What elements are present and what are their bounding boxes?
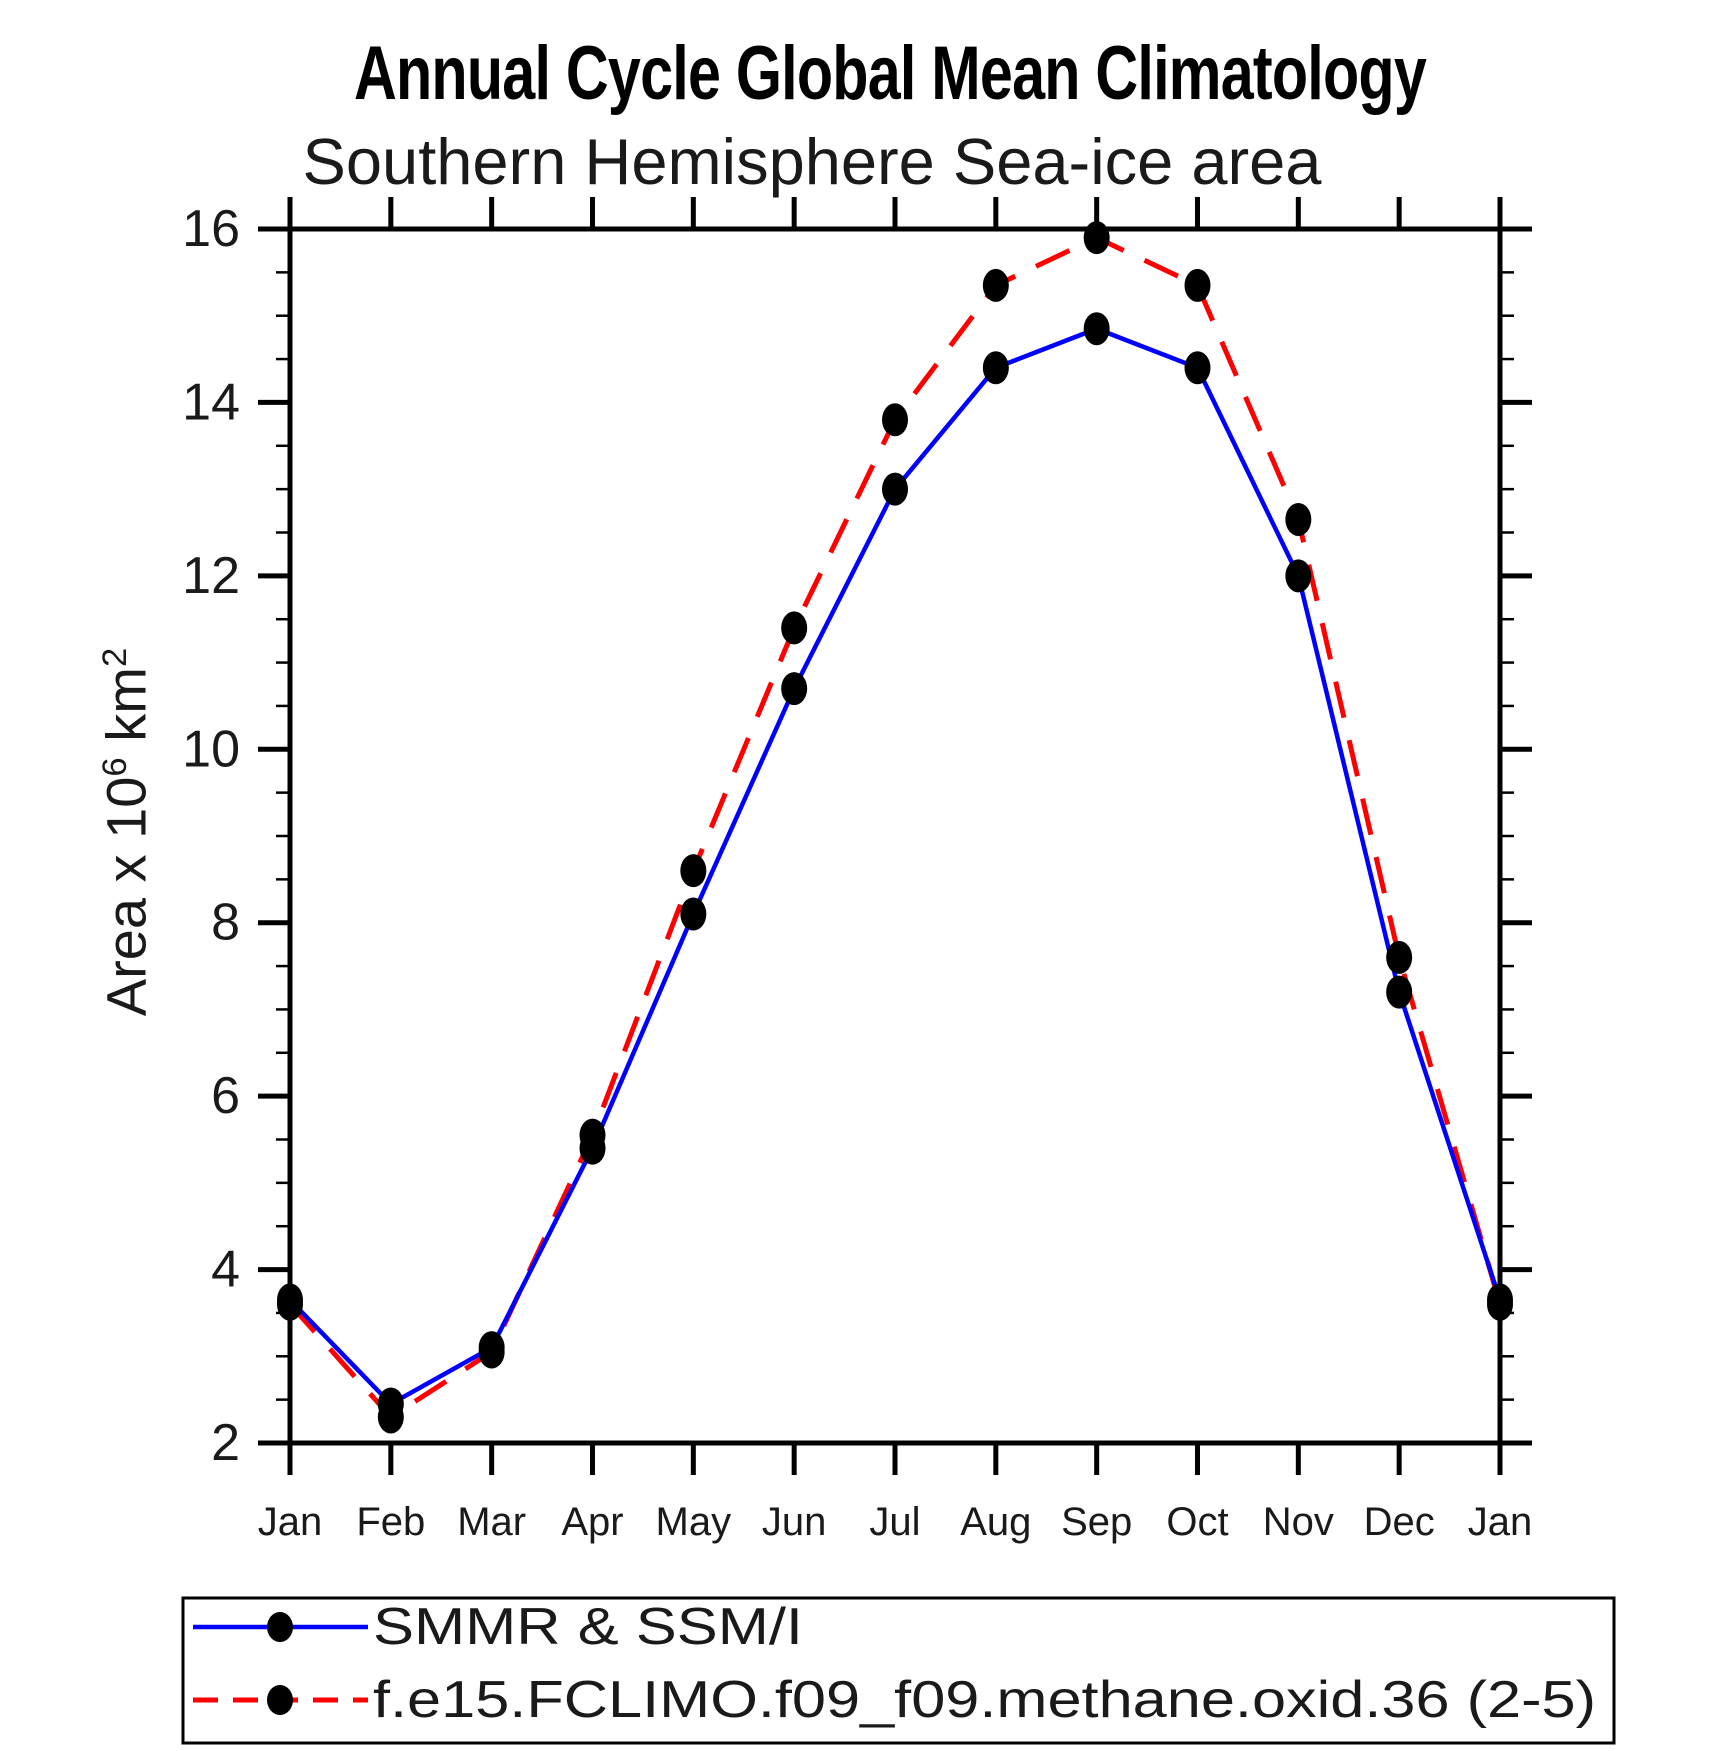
y-tick-label: 14 (182, 373, 240, 431)
x-month-label: Oct (1166, 1500, 1228, 1544)
data-point-dot (680, 854, 707, 888)
chart-subtitle: Southern Hemisphere Sea-ice area (302, 125, 1322, 198)
data-point-dot (579, 1131, 606, 1165)
y-axis-title-unit: km (94, 667, 158, 758)
legend-marker-dot (267, 1612, 293, 1642)
y-tick-label: 16 (182, 200, 240, 258)
data-point-dot (982, 351, 1009, 385)
y-axis-title-base: Area x 10 (94, 776, 158, 1017)
legend-marker-dot (267, 1685, 293, 1715)
x-month-label: Dec (1364, 1500, 1435, 1544)
data-point-dot (982, 268, 1009, 302)
y-axis-title-exponent: 6 (95, 757, 134, 777)
y-tick-label: 12 (182, 547, 240, 605)
x-month-label: Sep (1061, 1500, 1132, 1544)
x-month-label: Jan (258, 1500, 323, 1544)
x-month-label: Jul (869, 1500, 920, 1544)
x-month-label: Jun (762, 1500, 827, 1544)
data-point-dot (1487, 1283, 1513, 1317)
data-point-dot (1386, 975, 1413, 1009)
data-point-dot (882, 403, 908, 437)
y-tick-label: 6 (211, 1067, 240, 1125)
y-axis-title: Area x 106 km2 (94, 648, 159, 1017)
x-month-label: Jan (1468, 1500, 1533, 1544)
plot-border (287, 226, 1503, 1446)
y-tick-label: 8 (211, 894, 240, 952)
data-point-dot (277, 1283, 303, 1317)
legend-label: f.e15.FCLIMO.f09_f09.methane.oxid.36 (2-… (373, 1671, 1596, 1729)
x-month-label: Apr (561, 1500, 623, 1544)
data-point-dot (1285, 502, 1312, 536)
data-point-dot (1386, 940, 1413, 974)
data-point-dot (478, 1331, 505, 1365)
data-point-dot (680, 897, 707, 931)
data-point-dot (1285, 559, 1312, 593)
y-axis-title-unit-exponent: 2 (95, 647, 134, 668)
data-point-dot (781, 672, 808, 706)
legend-label: SMMR & SSM/I (373, 1598, 803, 1656)
data-point-dot (1184, 351, 1211, 385)
y-tick-label: 2 (211, 1414, 240, 1472)
x-month-label: Mar (457, 1500, 526, 1544)
x-month-label: Aug (960, 1500, 1031, 1544)
data-point-dot (1083, 221, 1110, 255)
y-tick-label: 4 (211, 1241, 240, 1299)
y-tick-label: 10 (182, 720, 240, 778)
data-point-dot (882, 472, 908, 506)
data-point-dot (1083, 312, 1110, 346)
legend-box (181, 1596, 1616, 1745)
data-point-dot (377, 1387, 404, 1421)
data-point-dot (1184, 268, 1211, 302)
chart-title: Annual Cycle Global Mean Climatology (353, 31, 1427, 116)
x-month-label: May (656, 1500, 732, 1544)
data-point-dot (781, 611, 808, 645)
x-month-label: Feb (356, 1500, 425, 1544)
x-month-label: Nov (1263, 1500, 1334, 1544)
